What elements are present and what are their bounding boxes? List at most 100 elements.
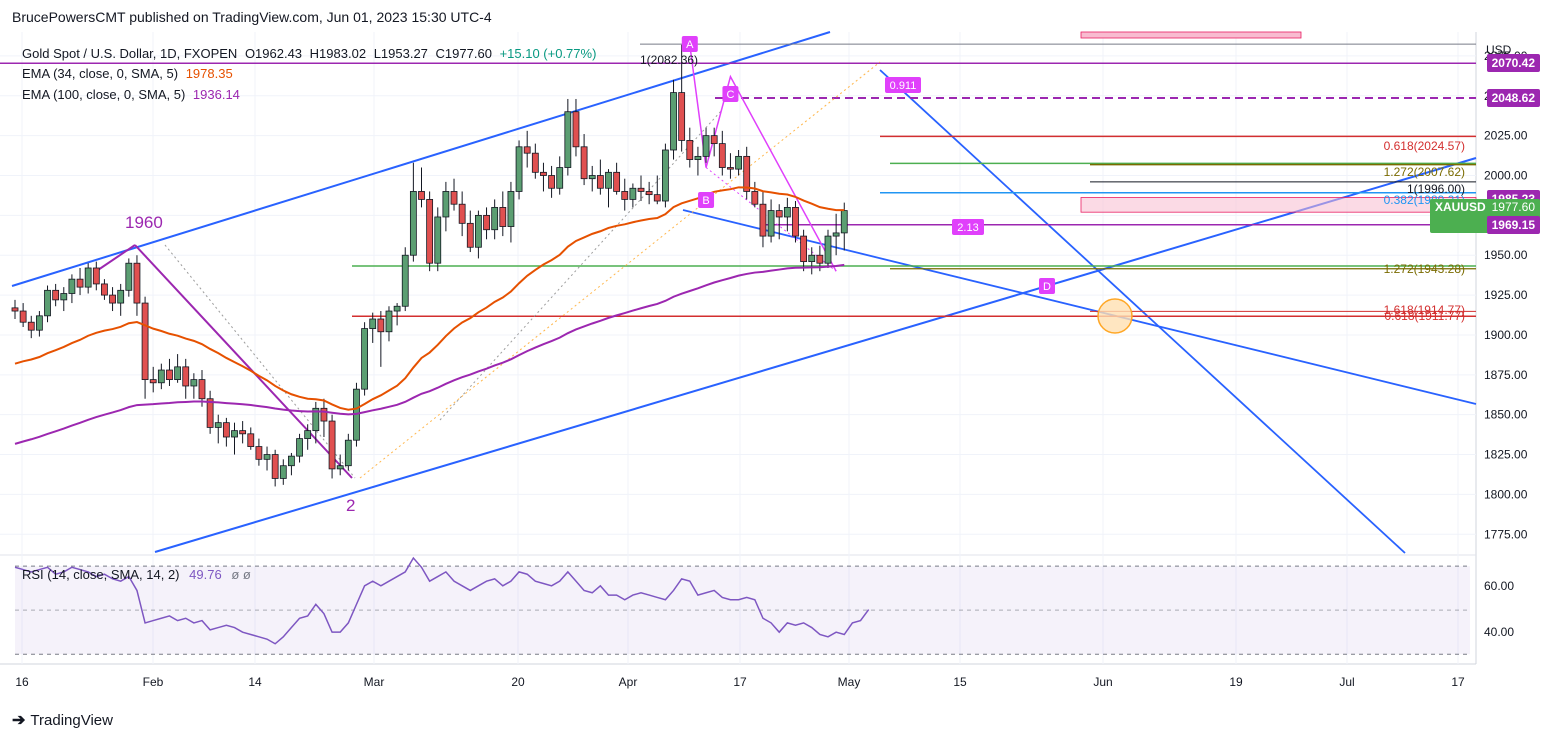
candle-body	[466, 222, 474, 248]
candle-body	[824, 235, 832, 264]
candle-body	[133, 262, 141, 304]
wave-line-b	[134, 244, 353, 479]
candle-body	[483, 214, 490, 231]
wave-label-2: 2	[346, 496, 355, 515]
candle-body	[637, 187, 645, 192]
harmonic-pattern-line	[689, 44, 837, 272]
candle-body	[361, 328, 368, 390]
candle-body	[694, 155, 702, 160]
tradingview-logo[interactable]: ➔ TradingView	[12, 710, 113, 730]
pattern-point-a-bg	[681, 36, 698, 52]
candle-body	[450, 191, 458, 205]
candle-body	[442, 191, 450, 218]
candle-body	[523, 146, 531, 154]
candle-body	[231, 430, 238, 438]
fib-label-1618: 1.618(1914.77)	[1384, 303, 1465, 317]
pattern-point-c-bg	[722, 86, 739, 102]
x-tick-label: Apr	[619, 675, 638, 689]
candle-body	[76, 278, 84, 288]
candle-body	[198, 379, 206, 400]
candle-body	[304, 430, 312, 440]
candle-body	[678, 92, 686, 141]
price-tag: 2070.42	[1486, 54, 1540, 73]
candle-body	[206, 398, 214, 428]
candle-body	[775, 210, 783, 218]
candle-body	[556, 167, 564, 189]
candle-body	[792, 206, 799, 237]
y-tick-label: 1825.00	[1484, 448, 1528, 462]
legend-ema34[interactable]: EMA (34, close, 0, SMA, 5) 1978.35	[22, 66, 237, 81]
candle-body	[718, 143, 726, 168]
candle-body	[409, 191, 417, 256]
price-tag: 1969.15	[1486, 215, 1540, 234]
candle-body	[548, 175, 555, 189]
candle-body	[596, 175, 604, 189]
x-tick-label: Feb	[143, 675, 164, 689]
legend-ohlc: Gold Spot / U.S. Dollar, 1D, FXOPEN O196…	[22, 46, 600, 61]
candle-body	[271, 454, 279, 479]
price-tag: 2048.62	[1486, 88, 1540, 107]
rsi-extra: ø ø	[231, 567, 251, 582]
candle-body	[44, 289, 51, 317]
candle-body	[531, 152, 539, 173]
pattern-point-a: A	[686, 39, 694, 51]
candle-body	[166, 369, 173, 381]
fib-label-1: 1(1996.00)	[1407, 182, 1465, 196]
candle-body	[125, 262, 133, 291]
candle-body	[182, 366, 190, 387]
candlestick-series	[11, 44, 848, 487]
candle-body	[11, 307, 19, 312]
fib-connector-1	[164, 244, 356, 479]
candle-body	[239, 430, 247, 435]
legend-close: C1977.60	[435, 46, 492, 61]
candle-body	[702, 135, 710, 157]
legend-symbol: Gold Spot / U.S. Dollar, 1D, FXOPEN	[22, 46, 238, 61]
y-tick-label: 1775.00	[1484, 527, 1528, 541]
x-tick-label: 14	[248, 675, 262, 689]
candle-body	[344, 439, 352, 467]
rsi-value: 49.76	[189, 567, 222, 582]
candle-body	[174, 366, 182, 381]
candle-body	[247, 433, 255, 447]
legend-change: +15.10 (+0.77%)	[499, 46, 597, 61]
descending-support-line	[682, 209, 1477, 405]
candle-body	[288, 455, 295, 467]
candle-body	[401, 254, 409, 307]
candle-body	[296, 438, 303, 457]
ema100-line	[14, 263, 845, 445]
candle-body	[808, 254, 816, 263]
ema100-label: EMA (100, close, 0, SMA, 5)	[22, 87, 186, 102]
ratio-label-mid: 2.13	[957, 222, 978, 234]
ratio-label-top-bg	[885, 77, 921, 93]
candle-body	[572, 111, 580, 148]
y-tick-label: 1875.00	[1484, 368, 1528, 382]
pattern-point-d: D	[1043, 281, 1051, 293]
candle-body	[507, 191, 515, 227]
legend-ema100[interactable]: EMA (100, close, 0, SMA, 5) 1936.14	[22, 87, 244, 102]
legend-open: O1962.43	[244, 46, 303, 61]
candle-body	[743, 155, 751, 192]
candle-body	[564, 111, 572, 168]
rsi-legend[interactable]: RSI (14, close, SMA, 14, 2) 49.76 ø ø	[22, 567, 251, 582]
candle-body	[149, 379, 157, 384]
ema100-value: 1936.14	[192, 87, 240, 102]
candle-body	[312, 407, 320, 432]
candle-body	[686, 140, 694, 160]
rsi-tick-label: 40.00	[1484, 625, 1514, 639]
candle-body	[320, 407, 328, 422]
candle-body	[385, 310, 393, 333]
fib-label-high: 1(2082.36)	[640, 53, 698, 67]
candle-body	[840, 210, 848, 234]
rsi-tick-label: 60.00	[1484, 579, 1514, 593]
rsi-pane	[14, 556, 1470, 655]
candle-body	[336, 465, 344, 470]
candle-body	[816, 254, 824, 264]
candle-body	[629, 187, 637, 200]
x-tick-label: May	[838, 675, 861, 689]
candle-body	[540, 171, 547, 176]
candle-body	[727, 167, 734, 170]
x-tick-label: Jun	[1093, 675, 1112, 689]
tradingview-logo-text: TradingView	[30, 711, 113, 729]
currency-label: USD	[1486, 43, 1512, 57]
